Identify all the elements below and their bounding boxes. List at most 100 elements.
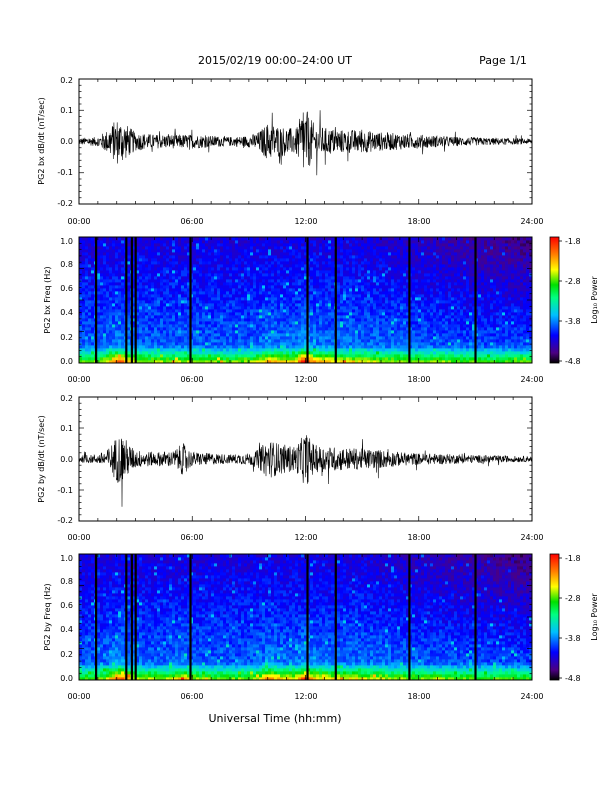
spectrogram-cell [418, 294, 422, 298]
spectrogram-cell [367, 336, 371, 340]
spectrogram-cell [289, 321, 293, 325]
spectrogram-cell [367, 243, 371, 247]
spectrogram-cell [166, 288, 170, 292]
spectrogram-cell [262, 273, 266, 277]
spectrogram-cell [172, 270, 176, 274]
spectrogram-cell [223, 330, 227, 334]
spectrogram-cell [400, 264, 404, 268]
spectrogram-cell [139, 249, 143, 253]
spectrogram-cell [199, 342, 203, 346]
spectrogram-cell [292, 285, 296, 289]
spectrogram-cell [310, 285, 314, 289]
spectrogram-cell [136, 252, 140, 256]
spectrogram-cell [205, 258, 209, 262]
spectrogram-cell [82, 279, 86, 283]
spectrogram-cell [85, 240, 89, 244]
spectrogram-cell [352, 270, 356, 274]
spectrogram-cell [160, 297, 164, 301]
spectrogram-cell [295, 270, 299, 274]
spectrogram-cell [376, 276, 380, 280]
spectrogram-cell [253, 264, 257, 268]
spectrogram-cell [172, 336, 176, 340]
spectrogram-cell [196, 255, 200, 259]
spectrogram-cell [418, 249, 422, 253]
spectrogram-cell [283, 306, 287, 310]
spectrogram-cell [289, 336, 293, 340]
spectrogram-cell [250, 318, 254, 322]
spectrogram-cell [142, 351, 146, 355]
spectrogram-cell [88, 240, 92, 244]
spectrogram-cell [115, 321, 119, 325]
spectrogram-cell [397, 264, 401, 268]
spectrogram-cell [286, 252, 290, 256]
spectrogram-cell [235, 333, 239, 337]
spectrogram-cell [172, 285, 176, 289]
spectrogram-cell [373, 240, 377, 244]
spectrogram-cell [142, 255, 146, 259]
spectrogram-cell [373, 264, 377, 268]
spectrogram-cell [187, 252, 191, 256]
spectrogram-cell [415, 339, 419, 343]
spectrogram-cell [226, 324, 230, 328]
spectrogram-cell [259, 282, 263, 286]
spectrogram-cell [304, 327, 308, 331]
spectrogram-cell [424, 288, 428, 292]
spectrogram-cell [109, 291, 113, 295]
spectrogram-cell [394, 297, 398, 301]
spectrogram-cell [337, 360, 341, 364]
spectrogram-cell [97, 336, 101, 340]
spectrogram-cell [304, 336, 308, 340]
spectrogram-cell [229, 300, 233, 304]
spectrogram-cell [424, 333, 428, 337]
spectrogram-cell [307, 360, 311, 364]
spectrogram-cell [208, 243, 212, 247]
spectrogram-cell [412, 249, 416, 253]
spectrogram-cell [349, 345, 353, 349]
spectrogram-cell [292, 249, 296, 253]
spectrogram-cell [346, 282, 350, 286]
spectrogram-cell [241, 240, 245, 244]
spectrogram-cell [190, 273, 194, 277]
spectrogram-cell [337, 261, 341, 265]
spectrogram-cell [409, 237, 413, 241]
spectrogram-cell [175, 327, 179, 331]
spectrogram-cell [283, 324, 287, 328]
spectrogram-cell [331, 333, 335, 337]
spectrogram-cell [241, 339, 245, 343]
spectrogram-cell [310, 342, 314, 346]
spectrogram-cell [319, 261, 323, 265]
spectrogram-cell [223, 336, 227, 340]
spectrogram-cell [373, 339, 377, 343]
spectrogram-cell [202, 306, 206, 310]
spectrogram-cell [229, 279, 233, 283]
spectrogram-cell [268, 261, 272, 265]
spectrogram-cell [109, 312, 113, 316]
spectrogram-cell [283, 351, 287, 355]
spectrogram-cell [100, 318, 104, 322]
spectrogram-cell [421, 294, 425, 298]
spectrogram-cell [280, 249, 284, 253]
spectrogram-cell [385, 360, 389, 364]
spectrogram-cell [142, 318, 146, 322]
spectrogram-cell [418, 276, 422, 280]
spectrogram-cell [106, 240, 110, 244]
spectrogram-cell [121, 303, 125, 307]
spectrogram-cell [190, 288, 194, 292]
spectrogram-cell [241, 303, 245, 307]
spectrogram-cell [88, 246, 92, 250]
spectrogram-cell [142, 285, 146, 289]
spectrogram-cell [271, 270, 275, 274]
spectrogram-cell [271, 252, 275, 256]
spectrogram-cell [97, 300, 101, 304]
spectrogram-cell [421, 327, 425, 331]
spectrogram-cell [193, 360, 197, 364]
spectrogram-cell [280, 315, 284, 319]
spectrogram-cell [229, 258, 233, 262]
spectrogram-cell [145, 276, 149, 280]
spectrogram-cell [247, 336, 251, 340]
spectrogram-cell [145, 249, 149, 253]
spectrogram-cell [280, 309, 284, 313]
spectrogram-cell [223, 246, 227, 250]
spectrogram-cell [331, 255, 335, 259]
spectrogram-cell [283, 336, 287, 340]
